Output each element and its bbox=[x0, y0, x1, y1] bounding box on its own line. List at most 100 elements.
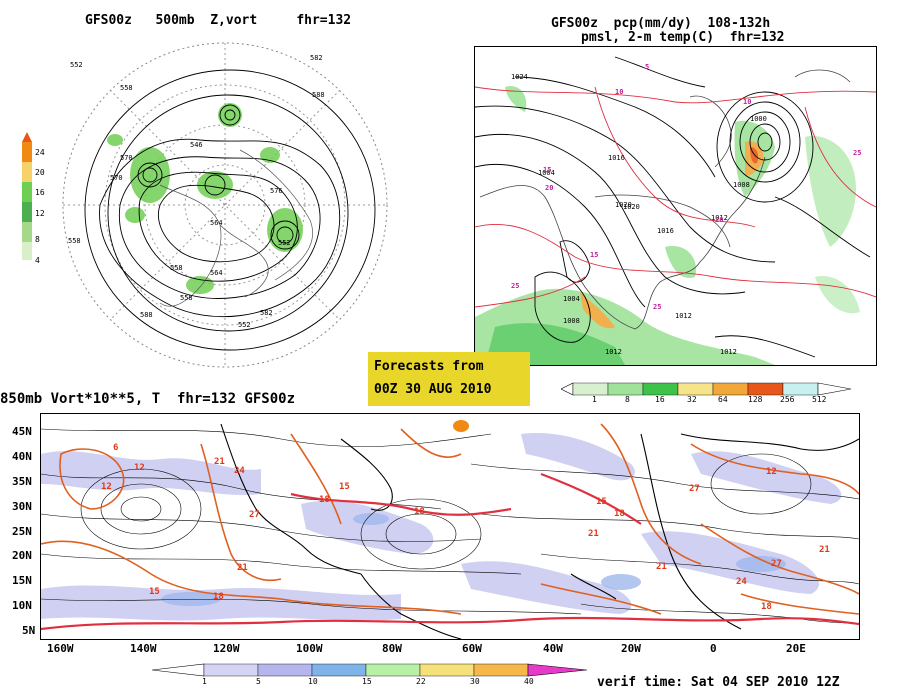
height-label: 558 bbox=[120, 84, 133, 92]
temp850-label: 21 bbox=[237, 563, 248, 573]
forecast-line1: Forecasts from bbox=[374, 359, 484, 374]
upper-right-title-line1: GFS00z pcp(mm/dy) 108-132h bbox=[551, 16, 771, 31]
forecast-line2: 00Z 30 AUG 2010 bbox=[374, 382, 492, 397]
temp850-label: 12 bbox=[134, 463, 145, 473]
temp-label: 5 bbox=[645, 63, 649, 71]
temp850-label: 21 bbox=[819, 545, 830, 555]
precip-tick: 128 bbox=[748, 395, 763, 404]
vorticity-swatch bbox=[22, 162, 32, 182]
precip-swatch bbox=[712, 382, 749, 396]
vort850-tick: 5 bbox=[256, 677, 261, 686]
vorticity-tick: 24 bbox=[35, 148, 45, 157]
pmsl-label: 1000 bbox=[750, 115, 767, 123]
temp850-label: 18 bbox=[761, 602, 772, 612]
height-label: 558 bbox=[170, 264, 183, 272]
temp-label: 25 bbox=[853, 149, 861, 157]
precip-swatch bbox=[607, 382, 644, 396]
precip-tick: 8 bbox=[625, 395, 630, 404]
lon-label: 20E bbox=[786, 642, 806, 655]
height-label: 588 bbox=[312, 91, 325, 99]
height-label: 558 bbox=[68, 237, 81, 245]
temp-label: 20 bbox=[545, 184, 553, 192]
pmsl-label: 1004 bbox=[538, 169, 555, 177]
temp850-label: 21 bbox=[214, 457, 225, 467]
vort850-swatch bbox=[419, 663, 475, 677]
vort850-swatch bbox=[473, 663, 529, 677]
height-label: 570 bbox=[110, 174, 123, 182]
vorticity-tick: 4 bbox=[35, 256, 40, 265]
vort850-tick: 40 bbox=[524, 677, 534, 686]
precip-tick: 1 bbox=[592, 395, 597, 404]
pmsl-label: 1024 bbox=[511, 73, 528, 81]
height-label: 564 bbox=[210, 269, 223, 277]
na-precip-pmsl-map: 1004 1008 1012 1016 1020 1024 1000 1008 … bbox=[474, 46, 877, 366]
temp850-label: 15 bbox=[596, 497, 607, 507]
height-label: 552 bbox=[278, 239, 291, 247]
forecast-issue-box: Forecasts from 00Z 30 AUG 2010 bbox=[368, 352, 530, 406]
lat-label: 5N bbox=[22, 624, 36, 637]
vort850-swatch bbox=[311, 663, 367, 677]
pmsl-label: 1012 bbox=[720, 348, 737, 356]
precip-colorbar bbox=[560, 381, 852, 396]
vort850-swatch bbox=[365, 663, 421, 677]
lon-label: 160W bbox=[47, 642, 74, 655]
tropical-850mb-map: 6 12 18 21 24 27 15 18 21 12 18 21 27 15… bbox=[40, 413, 860, 640]
temp850-label: 24 bbox=[234, 466, 245, 476]
temp850-label: 15 bbox=[339, 482, 350, 492]
verification-time: verif time: Sat 04 SEP 2010 12Z bbox=[597, 675, 840, 690]
pmsl-label: 1004 bbox=[563, 295, 580, 303]
pmsl-label: 1012 bbox=[675, 312, 692, 320]
temp850-label: 24 bbox=[736, 577, 747, 587]
lat-label: 30N bbox=[12, 500, 32, 513]
pmsl-label: 1008 bbox=[563, 317, 580, 325]
bottom-panel-title: 850mb Vort*10**5, T fhr=132 GFS00z bbox=[0, 391, 296, 407]
temp850-label: 18 bbox=[614, 509, 625, 519]
vorticity-swatch bbox=[22, 142, 32, 162]
lat-label: 20N bbox=[12, 549, 32, 562]
precip-swatch bbox=[642, 382, 679, 396]
vorticity-colorbar bbox=[20, 132, 34, 262]
precip-swatch bbox=[572, 382, 609, 396]
lon-label: 60W bbox=[462, 642, 482, 655]
temp850-label: 18 bbox=[213, 592, 224, 602]
lon-label: 140W bbox=[130, 642, 157, 655]
height-label: 558 bbox=[180, 294, 193, 302]
vorticity-tick: 12 bbox=[35, 209, 45, 218]
height-label: 582 bbox=[310, 54, 323, 62]
temp-label: 10 bbox=[743, 98, 751, 106]
temp850-label: 12 bbox=[766, 467, 777, 477]
precip-tick: 256 bbox=[780, 395, 795, 404]
vorticity-tick: 20 bbox=[35, 168, 45, 177]
temp-label: 15 bbox=[543, 166, 551, 174]
temp850-label: 18 bbox=[319, 495, 330, 505]
height-label: 576 bbox=[270, 187, 283, 195]
precip-tick: 32 bbox=[687, 395, 697, 404]
lat-label: 25N bbox=[12, 525, 32, 538]
vort850-tick: 22 bbox=[416, 677, 426, 686]
temp850-label: 6 bbox=[113, 443, 118, 453]
precip-swatch bbox=[747, 382, 784, 396]
lat-label: 10N bbox=[12, 599, 32, 612]
temp850-label: 21 bbox=[656, 562, 667, 572]
lat-label: 35N bbox=[12, 475, 32, 488]
temp-label: 15 bbox=[590, 251, 598, 259]
lat-label: 40N bbox=[12, 450, 32, 463]
temp850-label: 27 bbox=[771, 559, 782, 569]
lat-label: 45N bbox=[12, 425, 32, 438]
polar-500mb-map: 552 588 558 582 576 570 564 546 558 552 … bbox=[60, 35, 390, 375]
pmsl-label: 1012 bbox=[605, 348, 622, 356]
height-label: 552 bbox=[238, 321, 251, 329]
temp-label: 20 bbox=[715, 216, 723, 224]
vorticity-swatch bbox=[22, 222, 32, 242]
temp850-label: 12 bbox=[101, 482, 112, 492]
upper-right-title-line2: pmsl, 2-m temp(C) fhr=132 bbox=[581, 30, 785, 45]
precip-swatch bbox=[782, 382, 819, 396]
precip-swatch bbox=[677, 382, 714, 396]
height-label: 582 bbox=[260, 309, 273, 317]
height-label: 588 bbox=[140, 311, 153, 319]
vorticity-tick: 16 bbox=[35, 188, 45, 197]
temp850-label: 27 bbox=[249, 510, 260, 520]
lat-label: 15N bbox=[12, 574, 32, 587]
pmsl-label: 1020 bbox=[623, 203, 640, 211]
